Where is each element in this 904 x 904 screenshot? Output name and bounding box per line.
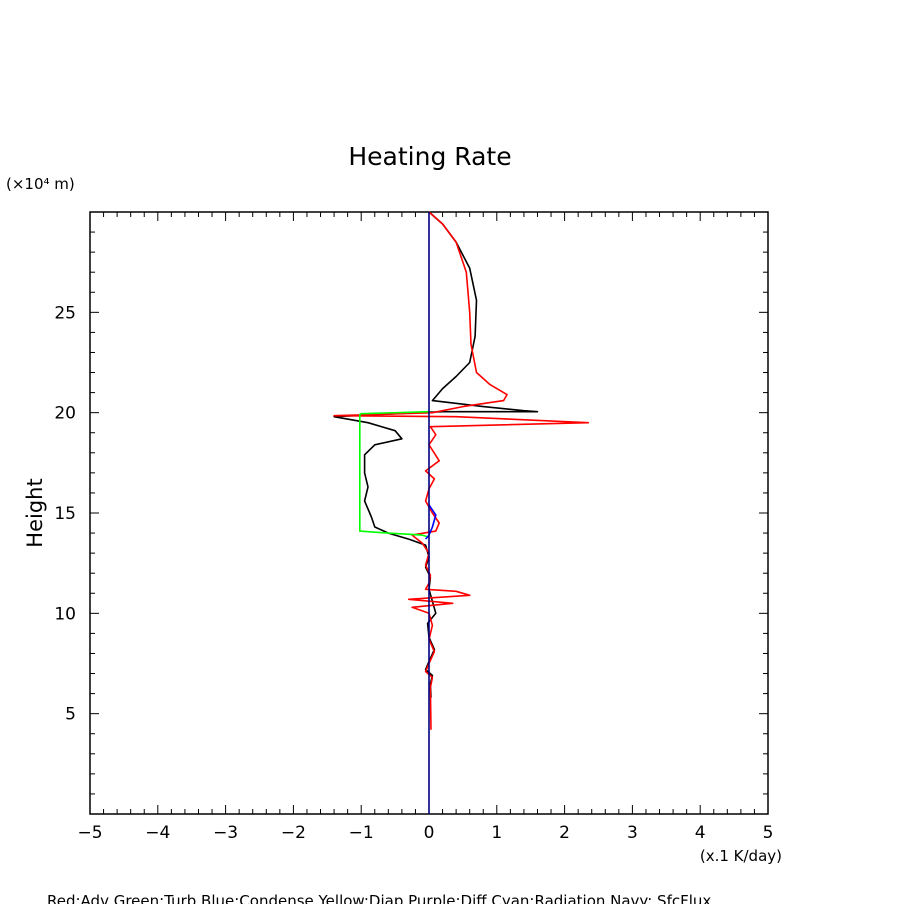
x-tick-label: −5 [77, 823, 102, 843]
x-tick-label: 3 [627, 823, 638, 843]
y-tick-label: 25 [54, 303, 76, 323]
y-tick-label: 15 [54, 504, 76, 524]
tick-labels: −5 −4 −3 −2 −1 0 1 2 3 4 5 5 10 15 20 25 [54, 303, 773, 843]
x-tick-label: 4 [695, 823, 706, 843]
y-tick-label: 10 [54, 604, 76, 624]
series-lines [333, 211, 590, 814]
y-tick-label: 20 [54, 404, 76, 424]
x-tick-label: 0 [424, 823, 435, 843]
axis-ticks [89, 212, 769, 814]
x-tick-label: −2 [281, 823, 306, 843]
y-axis-label: Height [23, 478, 47, 547]
x-tick-label: 2 [559, 823, 570, 843]
y-unit-label: (×10⁴ m) [6, 175, 75, 193]
x-tick-label: 5 [763, 823, 774, 843]
chart-title: Heating Rate [348, 142, 511, 171]
x-tick-label: −3 [213, 823, 238, 843]
x-axis-label: (x.1 K/day) [700, 847, 782, 865]
series-line-3 [424, 504, 437, 540]
series-line-0 [333, 211, 539, 698]
series-line-1 [333, 211, 590, 730]
y-tick-label: 5 [65, 705, 76, 725]
x-tick-label: 1 [491, 823, 502, 843]
x-tick-label: −4 [145, 823, 170, 843]
footer-legend: Red:Adv Green:Turb Blue:Condense Yellow:… [47, 892, 711, 904]
x-tick-label: −1 [349, 823, 374, 843]
series-line-2 [358, 410, 430, 538]
